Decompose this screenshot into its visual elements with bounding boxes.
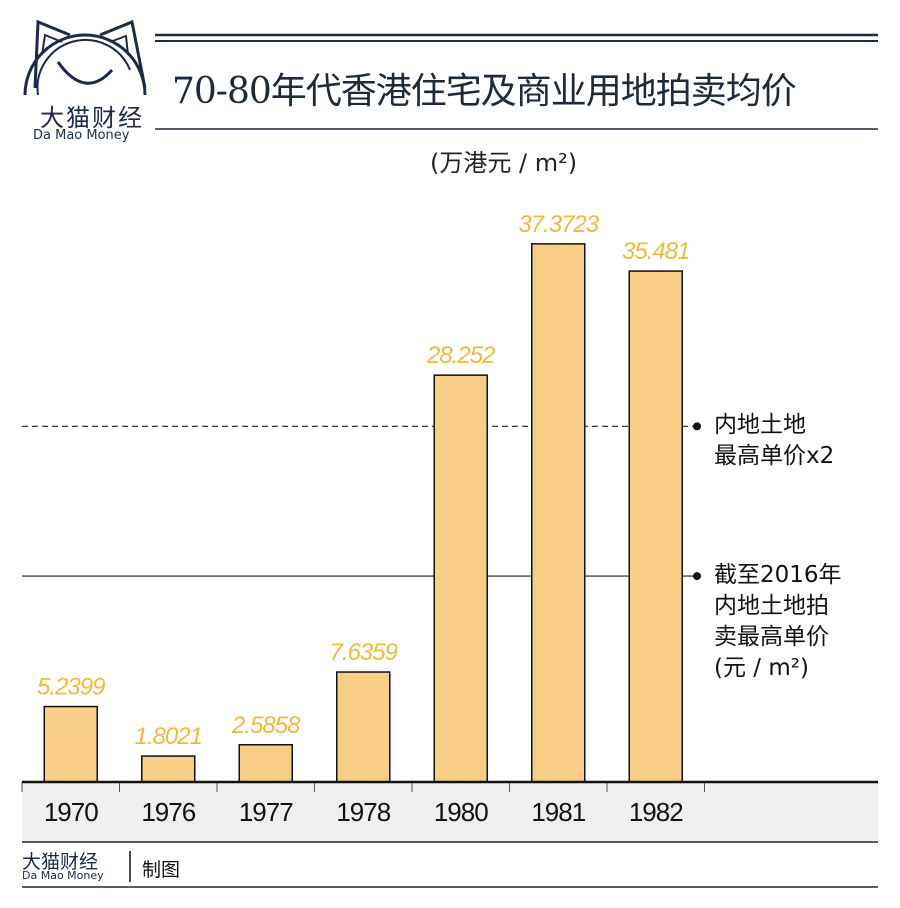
reference-label-line: (元 / m²): [714, 655, 809, 682]
footer-brand-en: Da Mao Money: [22, 869, 104, 882]
x-tick-label: 1976: [141, 797, 195, 827]
footer-credit: 制图: [142, 859, 181, 881]
bar: [433, 374, 488, 783]
data-label: 28.252: [426, 342, 495, 369]
reference-label-line: 内地土地: [714, 412, 806, 439]
bar: [531, 243, 586, 783]
data-label: 35.481: [622, 238, 689, 265]
logo-name-cn: 大猫财经: [40, 104, 144, 132]
x-axis-band: [22, 782, 878, 842]
reference-marker: [693, 572, 701, 581]
bar: [238, 744, 293, 783]
x-tick-label: 1978: [336, 797, 390, 827]
reference-label-line: 内地土地拍: [714, 593, 829, 620]
x-tick-label: 1977: [239, 797, 293, 827]
bar: [141, 755, 196, 783]
x-tick-label: 1982: [629, 797, 683, 827]
x-tick-label: 1970: [44, 797, 98, 827]
reference-label-line: 最高单价x2: [714, 443, 835, 470]
x-tick-label: 1981: [531, 797, 585, 827]
bar: [43, 705, 98, 783]
data-label: 2.5858: [231, 712, 301, 739]
data-label: 5.2399: [37, 674, 105, 701]
chart-title: 70-80年代香港住宅及商业用地拍卖均价: [172, 71, 797, 112]
logo-name-en: Da Mao Money: [33, 128, 130, 143]
logo: [23, 19, 147, 96]
footer-brand-cn: 大猫财经: [22, 851, 99, 873]
reference-label: 截至2016年 内地土地拍卖最高单价 (元 / m²): [714, 560, 842, 684]
data-label: 37.3723: [518, 211, 599, 238]
chart-unit: (万港元 / m²): [430, 149, 578, 177]
bar: [628, 270, 683, 783]
reference-label: 内地土地最高单价x2: [714, 410, 834, 472]
reference-label-line: 截至2016年: [714, 562, 842, 589]
reference-label-line: 卖最高单价: [714, 624, 829, 651]
data-label: 7.6359: [330, 639, 398, 666]
bar: [336, 671, 391, 783]
x-tick-label: 1980: [434, 797, 488, 827]
data-label: 1.8021: [135, 723, 202, 750]
reference-marker: [693, 422, 701, 431]
